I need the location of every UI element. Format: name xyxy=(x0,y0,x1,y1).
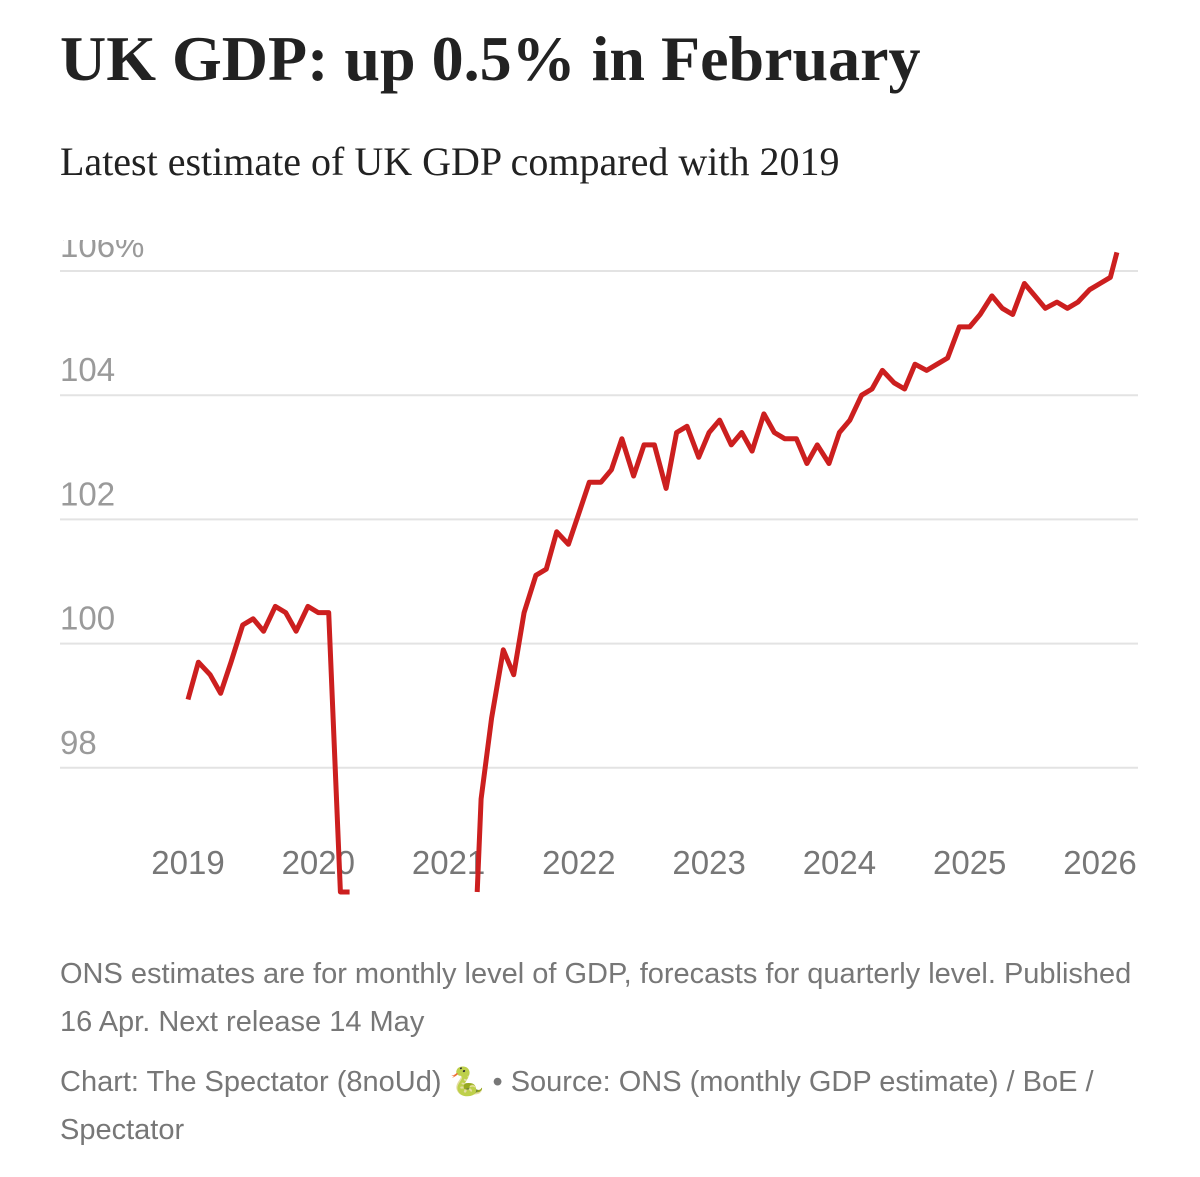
y-tick-label: 100 xyxy=(60,600,115,637)
x-tick-label: 2025 xyxy=(933,844,1006,881)
chart-note: ONS estimates are for monthly level of G… xyxy=(60,958,1132,1038)
x-axis-ticks: 2019 2020 2021 2022 2023 2024 2025 2026 xyxy=(151,844,1136,881)
x-tick-label: 2023 xyxy=(672,844,745,881)
x-tick-label: 2024 xyxy=(803,844,876,881)
chart-credit: Chart: The Spectator (8noUd) 🐍 • Source:… xyxy=(60,1058,1150,1154)
snake-icon: 🐍 xyxy=(449,1066,485,1097)
y-axis-ticks: 98 100 102 104 106% xyxy=(60,240,144,761)
gdp-series-line-2 xyxy=(474,251,1120,893)
y-tick-label: 104 xyxy=(60,351,115,388)
chart-title: UK GDP: up 0.5% in February xyxy=(60,23,921,94)
credit-prefix: Chart: The Spectator (8noUd) xyxy=(60,1066,450,1098)
y-tick-label: 106% xyxy=(60,240,144,264)
x-tick-label: 2026 xyxy=(1063,844,1136,881)
x-tick-label: 2019 xyxy=(151,844,224,881)
x-tick-label: 2021 xyxy=(412,844,485,881)
x-tick-label: 2020 xyxy=(282,844,355,881)
x-tick-label: 2022 xyxy=(542,844,615,881)
y-tick-label: 98 xyxy=(60,724,97,761)
gdp-series-line-1 xyxy=(185,603,350,895)
chart-subtitle: Latest estimate of UK GDP compared with … xyxy=(60,139,840,184)
gdp-line-chart: 98 100 102 104 106% 2019 2020 2021 2022 2023 2024… xyxy=(60,240,1138,895)
y-tick-label: 102 xyxy=(60,475,115,512)
gridlines xyxy=(60,270,1138,769)
credit-suffix: • Source: ONS (monthly GDP estimate) / B… xyxy=(60,1066,1094,1146)
data-lines xyxy=(185,251,1120,895)
